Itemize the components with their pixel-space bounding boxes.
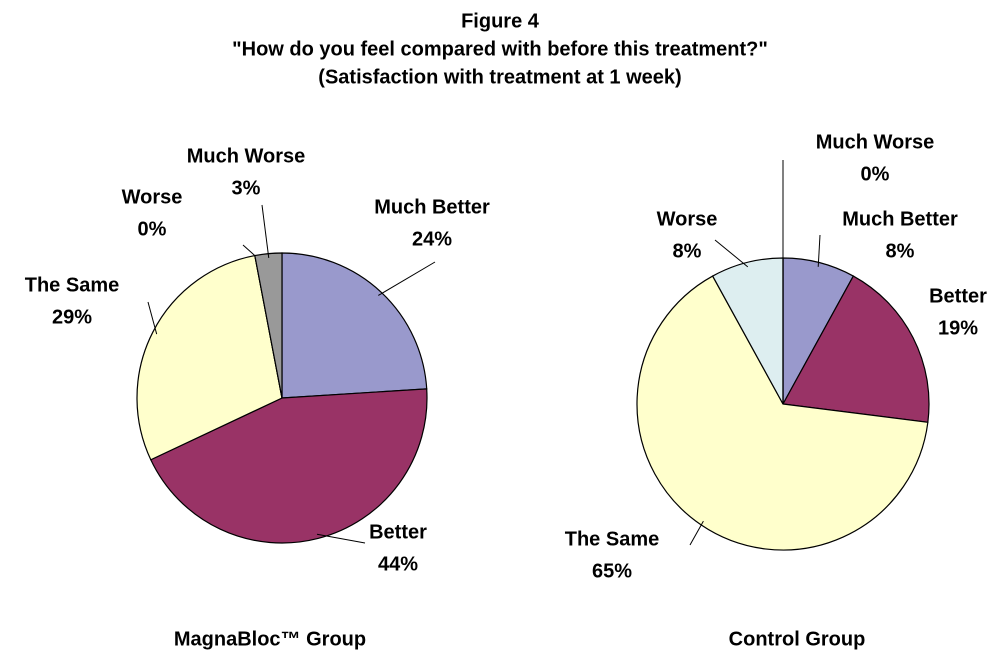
slice-value-label: 0% — [138, 218, 167, 240]
slice-category: Worse — [657, 208, 718, 230]
pie-title: Control Group — [729, 628, 866, 650]
leader-line — [316, 533, 366, 544]
leader-line — [147, 301, 158, 335]
slice-category: Much Worse — [816, 131, 935, 153]
slice-value-label: 8% — [886, 240, 915, 262]
slice-value-label: 65% — [592, 560, 632, 582]
figure-title: Figure 4 — [461, 10, 540, 32]
figure-question: "How do you feel compared with before th… — [232, 38, 768, 60]
slice-value-label: 3% — [232, 177, 261, 199]
pie-slice — [281, 252, 428, 399]
slice-value-label: 29% — [52, 306, 92, 328]
leader-line — [378, 261, 436, 296]
slice-value-label: 24% — [412, 228, 452, 250]
leader-line — [817, 234, 821, 267]
leader-line — [714, 239, 749, 268]
slice-category: Much Worse — [187, 145, 306, 167]
pie-title: MagnaBloc™ Group — [174, 628, 366, 650]
slice-value-label: 0% — [861, 163, 890, 185]
slice-category: Better — [929, 285, 987, 307]
figure-subtitle: (Satisfaction with treatment at 1 week) — [318, 66, 681, 88]
slice-value-label: 19% — [938, 317, 978, 339]
pie-slice — [782, 275, 930, 423]
leader-line — [242, 244, 256, 256]
slice-category: Better — [369, 521, 427, 543]
slice-category: The Same — [565, 528, 659, 550]
slice-category: Worse — [122, 186, 183, 208]
slice-category: Much Better — [374, 196, 490, 218]
leader-line — [261, 204, 270, 259]
slice-category: The Same — [25, 274, 119, 296]
slice-category: Much Better — [842, 208, 958, 230]
slice-value-label: 8% — [673, 240, 702, 262]
slice-value-label: 44% — [378, 553, 418, 575]
pie-slice — [136, 254, 283, 461]
leader-line — [689, 520, 704, 546]
